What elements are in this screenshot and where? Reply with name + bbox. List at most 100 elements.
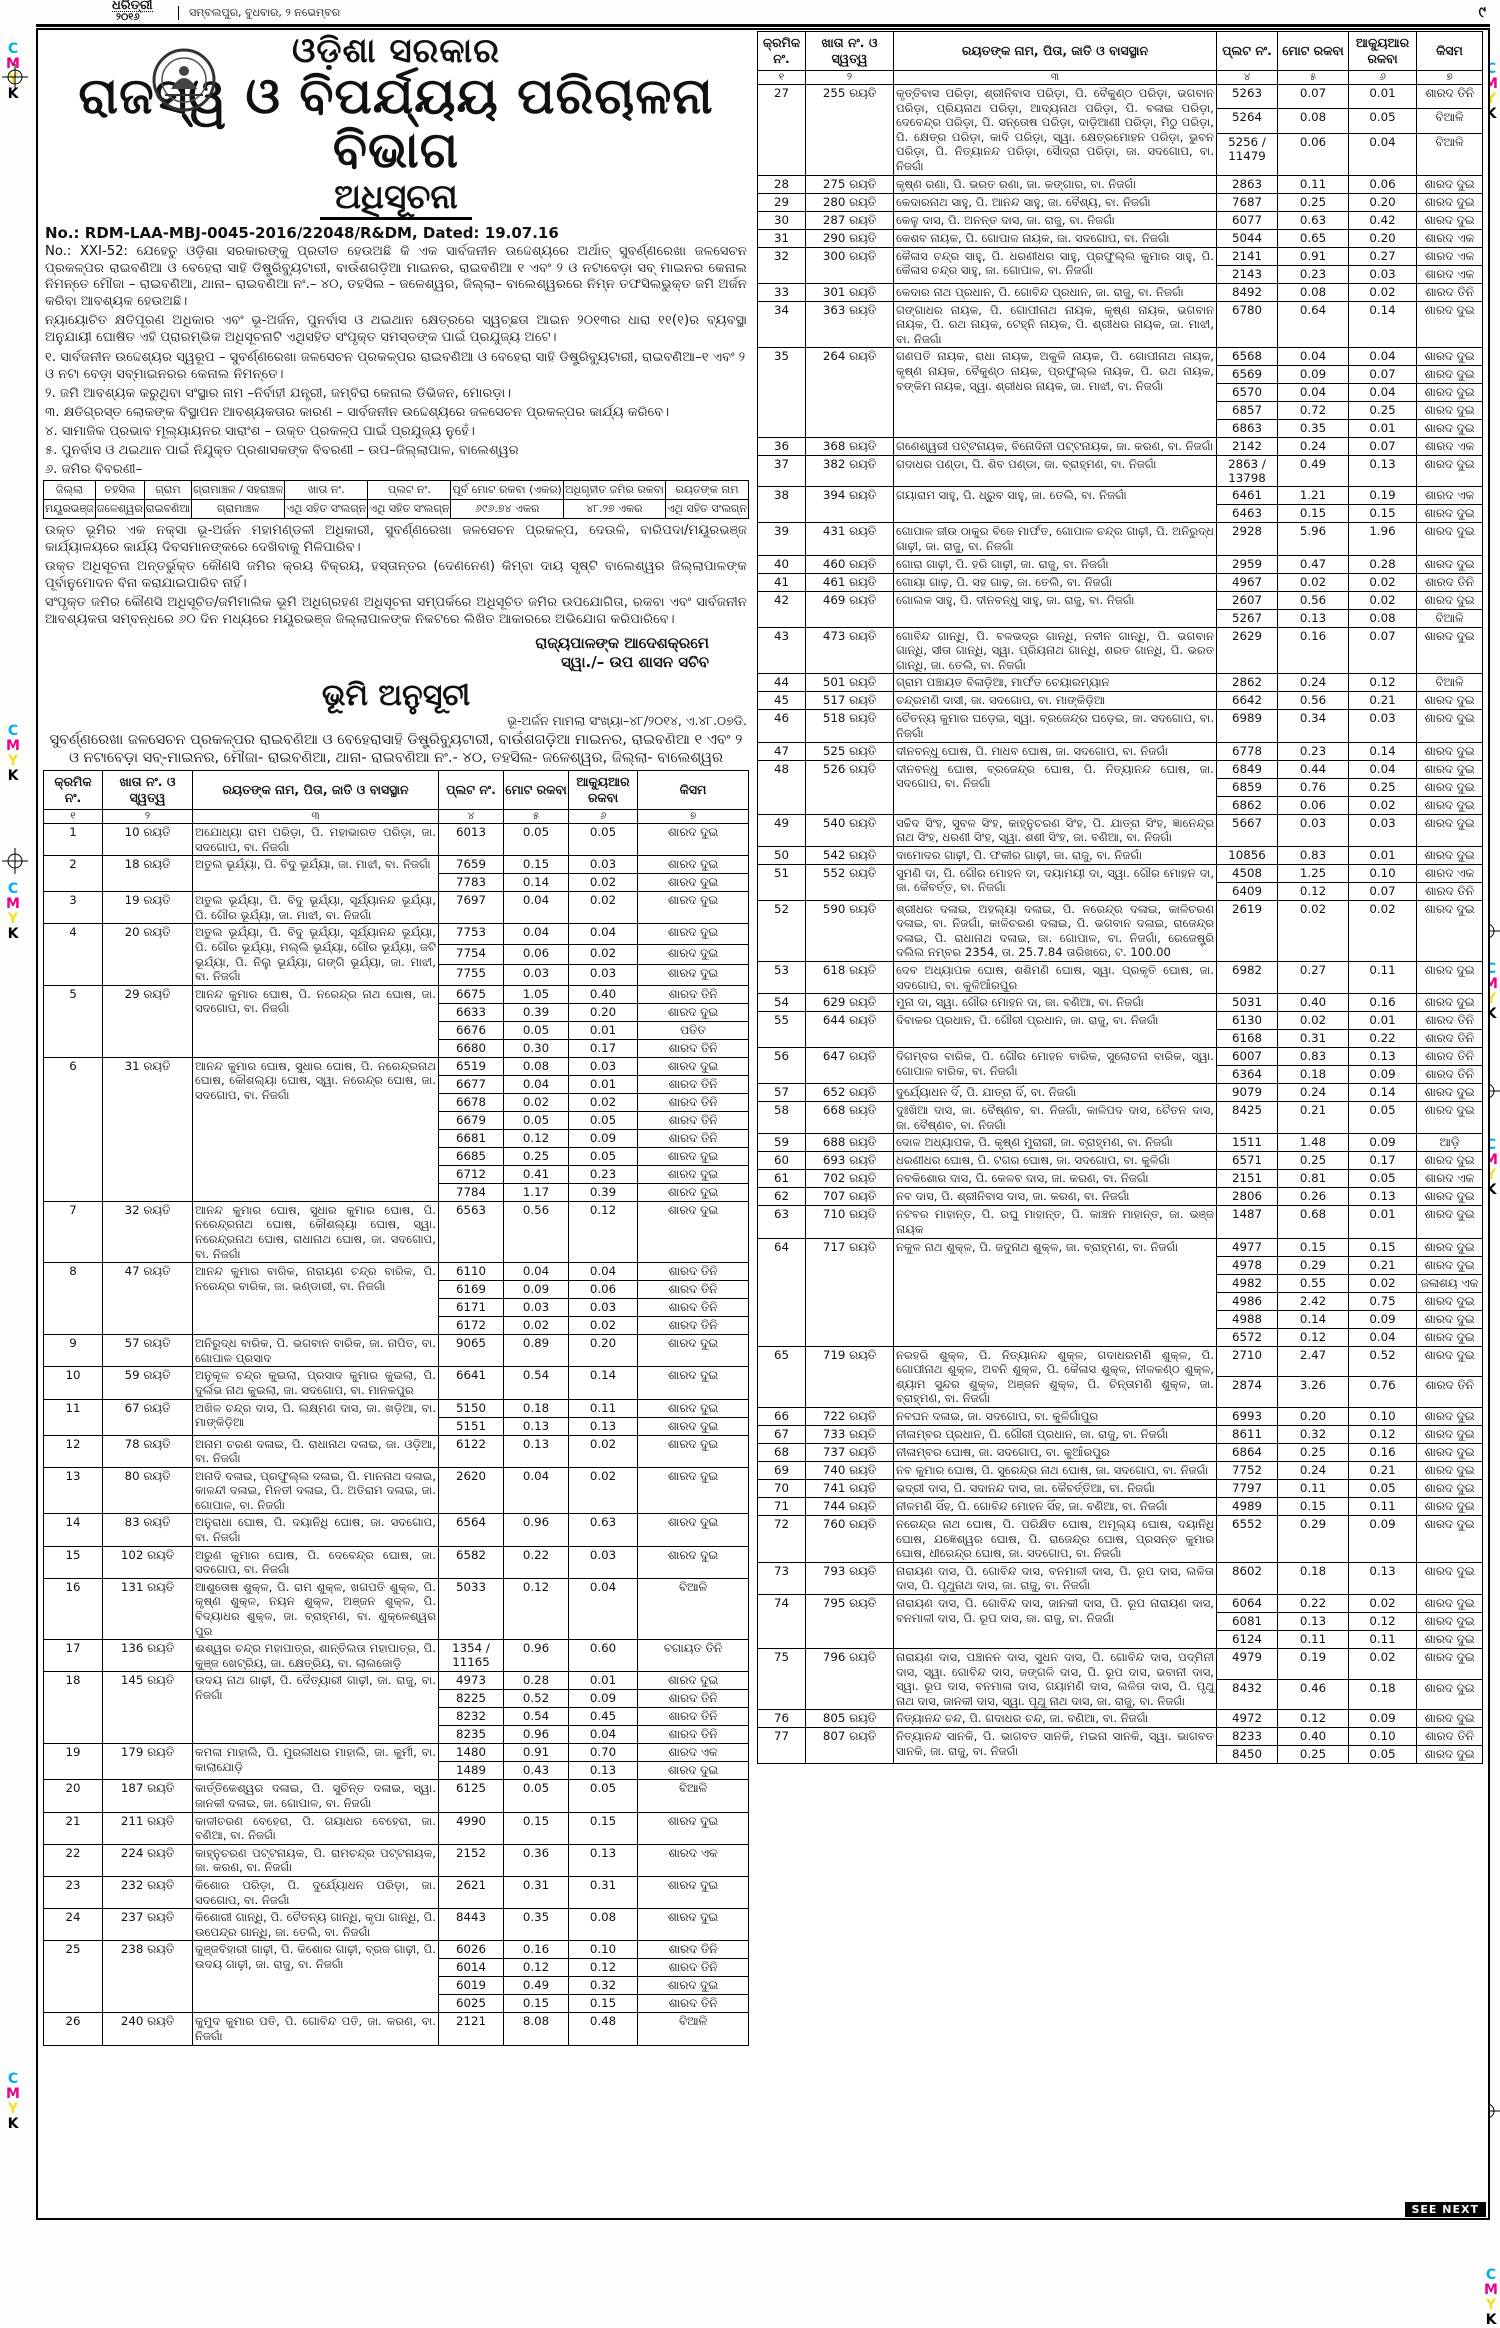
total-area: 8.08 <box>503 2012 569 2046</box>
plot-no: 4973 <box>438 1671 504 1691</box>
signature-block: ରାଜ୍ୟପାଳଙ୍କ ଆଦେଶକ୍ରମେ ସ୍ୱା./– ଉପ ଶାସନ ସଚ… <box>43 634 709 672</box>
total-area: 1.21 <box>1277 486 1349 506</box>
schedule-row: 11 67 ରୟତି ଅଖିଳ ଚନ୍ଦ୍ର ଦାସ, ପି. ଲକ୍ଷ୍ମଣ ଦା… <box>43 1398 749 1436</box>
total-area: 0.09 <box>503 1280 569 1300</box>
serial-no: 37 <box>757 455 806 488</box>
total-area: 0.13 <box>503 1434 569 1468</box>
kisam: ଶାରଦ ତିନି <box>1416 282 1483 302</box>
total-area: 0.04 <box>1277 347 1349 367</box>
schedule-row: 6463 0.15 0.15 ଶାରଦ ଦୁଇ <box>758 504 1483 524</box>
kisam: ଶାରଦ ଏକ <box>1416 437 1483 457</box>
acquired-area: 0.21 <box>1348 691 1417 711</box>
kisam: ଶାରଦ ଦୁଇ <box>1416 300 1483 349</box>
col-num: ୧ <box>43 809 103 824</box>
kisam: ଶାରଦ ଦୁଇ <box>1416 845 1483 865</box>
serial-no: 59 <box>757 1133 806 1153</box>
schedule-row: 39 431 ରୟତି ଗୋପାଳ ଜୀଉ ଠାକୁର ବିଜେ ମାର୍ଫତ, ଗ… <box>757 522 1483 556</box>
kisam: ଶାରଦ ଦୁଇ <box>1416 1629 1483 1649</box>
total-area: 0.15 <box>1277 1237 1349 1257</box>
schedule-row: 63 710 ରୟତି ନଟବର ମାହାନ୍ତ, ପି. ରଘୁ ମାହାନ୍ତ,… <box>757 1205 1483 1239</box>
rayat-name: କାହ୍ନୁଚରଣ ପଟ୍ଟନାୟକ, ପି. ରାମଚନ୍ଦ୍ର ପଟ୍ଟନା… <box>192 1843 439 1877</box>
serial-no: 42 <box>757 590 806 628</box>
kisam: ଶାରଦ ଦୁଇ <box>637 1434 749 1468</box>
plot-no: 2621 <box>438 1875 504 1910</box>
schedule-row: 6171 0.03 0.03 ଶାରଦ ତିନି <box>44 1298 749 1318</box>
acquired-area: 0.05 <box>568 1779 638 1813</box>
acquired-area: 0.06 <box>568 1280 638 1300</box>
col-name: ରୟତଙ୍କ ନାମ, ପିତା, ଜାତି ଓ ବାସସ୍ଥାନ <box>192 770 439 810</box>
total-area: 0.22 <box>1277 1593 1349 1613</box>
kisam: ବିଆଳି <box>1416 132 1483 176</box>
serial-no: 33 <box>757 282 806 302</box>
kisam: ଶାରଦ ଦୁଇ <box>1416 365 1483 385</box>
acquired-area: 0.17 <box>568 1038 638 1058</box>
plot-no: 6013 <box>438 822 504 857</box>
total-area: 0.03 <box>1277 813 1349 847</box>
schedule-row: 6 31 ରୟତି ଆନନ୍ଦ କୁମାର ଘୋଷ, ସୁଧାର ଘୋଷ, ପି. … <box>43 1056 749 1202</box>
total-area: 1.25 <box>1277 863 1349 883</box>
rayat-name: ଦେବ ଅଧ୍ୟାପକ ଘୋଷ, ଶଶିମଣି ଘୋଷ, ସ୍ୱା. ପ୍ରକୃ… <box>893 961 1217 995</box>
land-details-value-row: ମୟୂରଭଞ୍ଜ ଜଳେଶ୍ୱର ରାଇବଣିଆ ଗ୍ରାମାଞ୍ଚଳ ଏଥି ସହିତ… <box>43 499 750 519</box>
kisam: ଶାରଦ ଦୁଇ <box>637 1200 749 1264</box>
schedule-row: 17 136 ରୟତି ଈଶ୍ୱର ଚନ୍ଦ୍ର ମହାପାତ୍ର, ଶାନ୍ତିଲ… <box>43 1639 749 1673</box>
plot-no: 7797 <box>1216 1479 1278 1498</box>
plot-no: 6993 <box>1216 1407 1278 1426</box>
total-area: 0.15 <box>503 855 569 875</box>
total-area: 0.24 <box>1277 437 1349 457</box>
khata-no: 394 ରୟତି <box>805 486 894 524</box>
schedule-row: 46 518 ରୟତି ଚୈତନ୍ୟ କୁମାର ଘଡ଼େଇ, ସ୍ୱା. ବ୍ରଜ… <box>757 709 1483 743</box>
plot-no: 5256 / 11479 <box>1216 132 1278 176</box>
total-area: 5.96 <box>1277 522 1349 556</box>
serial-no: 24 <box>43 1908 103 1942</box>
acquired-area: 0.14 <box>1348 741 1417 761</box>
land-details-cell: ଏଥି ସହିତ ସଂଲଗ୍ନ <box>664 499 750 519</box>
rayat-name: ନୀଳାମ୍ବର ଘୋଷ, ଜା. ସଦଗୋପ, ବା. କୁଆଁରପୁର <box>893 1443 1217 1462</box>
acquired-area: 0.12 <box>568 1200 638 1264</box>
kisam: ଶାରଦ ଦୁଇ <box>1416 1083 1483 1103</box>
total-area: 0.63 <box>1277 210 1349 230</box>
schedule-row: 5267 0.13 0.08 ବିଆଳି <box>758 608 1483 628</box>
plot-no: 6409 <box>1216 881 1278 901</box>
serial-no: 20 <box>43 1779 103 1813</box>
kisam: ଶାରଦ ଦୁଇ <box>1416 192 1483 212</box>
khata-no: 187 ରୟତି <box>102 1779 193 1813</box>
plot-no: 6168 <box>1216 1029 1278 1049</box>
plot-no: 1487 <box>1216 1205 1278 1239</box>
khata-no: 32 ରୟତି <box>102 1200 193 1264</box>
land-details-cell: ଖାତା ନଂ. <box>284 480 369 500</box>
kisam: ଶାରଦ ଦୁଇ <box>1416 1291 1483 1311</box>
notice-body: No.: XXI-52: ଯେହେତୁ ଓଡ଼ିଶା ସରକାରଙ୍କୁ ପ୍ର… <box>43 244 749 346</box>
plot-no: 6019 <box>438 1976 504 1996</box>
col-num: ୭ <box>637 809 749 824</box>
total-area: 0.56 <box>1277 691 1349 711</box>
col-num: ୩ <box>893 70 1217 85</box>
plot-no: 4988 <box>1216 1309 1278 1329</box>
serial-no: 36 <box>757 437 806 457</box>
khata-no: 224 ରୟତି <box>102 1843 193 1877</box>
acquired-area: 0.09 <box>568 1128 638 1148</box>
kisam: ଶାରଦ ଏକ <box>637 1743 749 1763</box>
serial-no: 16 <box>43 1577 103 1641</box>
acquired-area: 0.03 <box>1348 264 1417 284</box>
total-area: 0.24 <box>1277 673 1349 693</box>
rayat-name: ନୀଳମଣି ସିଁହ, ପି. ଗୋବିନ୍ଦ ମୋହନ ସିଁହ, ଜା. … <box>893 1497 1217 1516</box>
serial-no: 19 <box>43 1743 103 1781</box>
col-serial: କ୍ରମିକ ନଂ. <box>43 770 103 810</box>
total-area: 0.41 <box>503 1164 569 1184</box>
kisam: ଶାରଦ ତିନି <box>637 1707 749 1727</box>
kisam: ଶାରଦ ଦୁଇ <box>1416 1425 1483 1444</box>
department-title: ରାଜସ୍ୱ ଓ ବିପର୍ଯ୍ୟୟ ପରିଚାଳନା ବିଭାଗ <box>78 67 714 179</box>
schedule-row: 70 741 ରୟତି ଭଦ୍ରୀ ଦାସ, ପି. ସଦାନନ୍ଦ ଦାସ, ଜା… <box>757 1479 1483 1498</box>
notification-heading: ଅଧିସୂଚନା <box>320 177 472 220</box>
col-num: ୬ <box>568 809 638 824</box>
total-area: 0.25 <box>1277 1745 1349 1765</box>
schedule-row: 58 668 ରୟତି ଦୁଃଖିଆ ଦାସ, ଜା. ବୈଷ୍ଣବ, ବା. ନି… <box>757 1101 1483 1135</box>
schedule-row: 21 211 ରୟତି କାଳୀଚରଣ ବେହେରା, ପି. ଗୟାଧର ବେହେ… <box>43 1811 749 1845</box>
total-area: 0.13 <box>503 1416 569 1436</box>
acquired-area: 0.02 <box>1348 572 1417 592</box>
kisam: ଶାରଦ ଦୁଇ <box>1416 777 1483 797</box>
kisam: ଶାରଦ ଦୁଇ <box>1416 813 1483 847</box>
schedule-row: 15 102 ରୟତି ଅରୁଣ କୁମାର ଘୋଷ, ପି. ଦେବେନ୍ଦ୍ର … <box>43 1545 749 1579</box>
total-area: 0.08 <box>1277 282 1349 302</box>
